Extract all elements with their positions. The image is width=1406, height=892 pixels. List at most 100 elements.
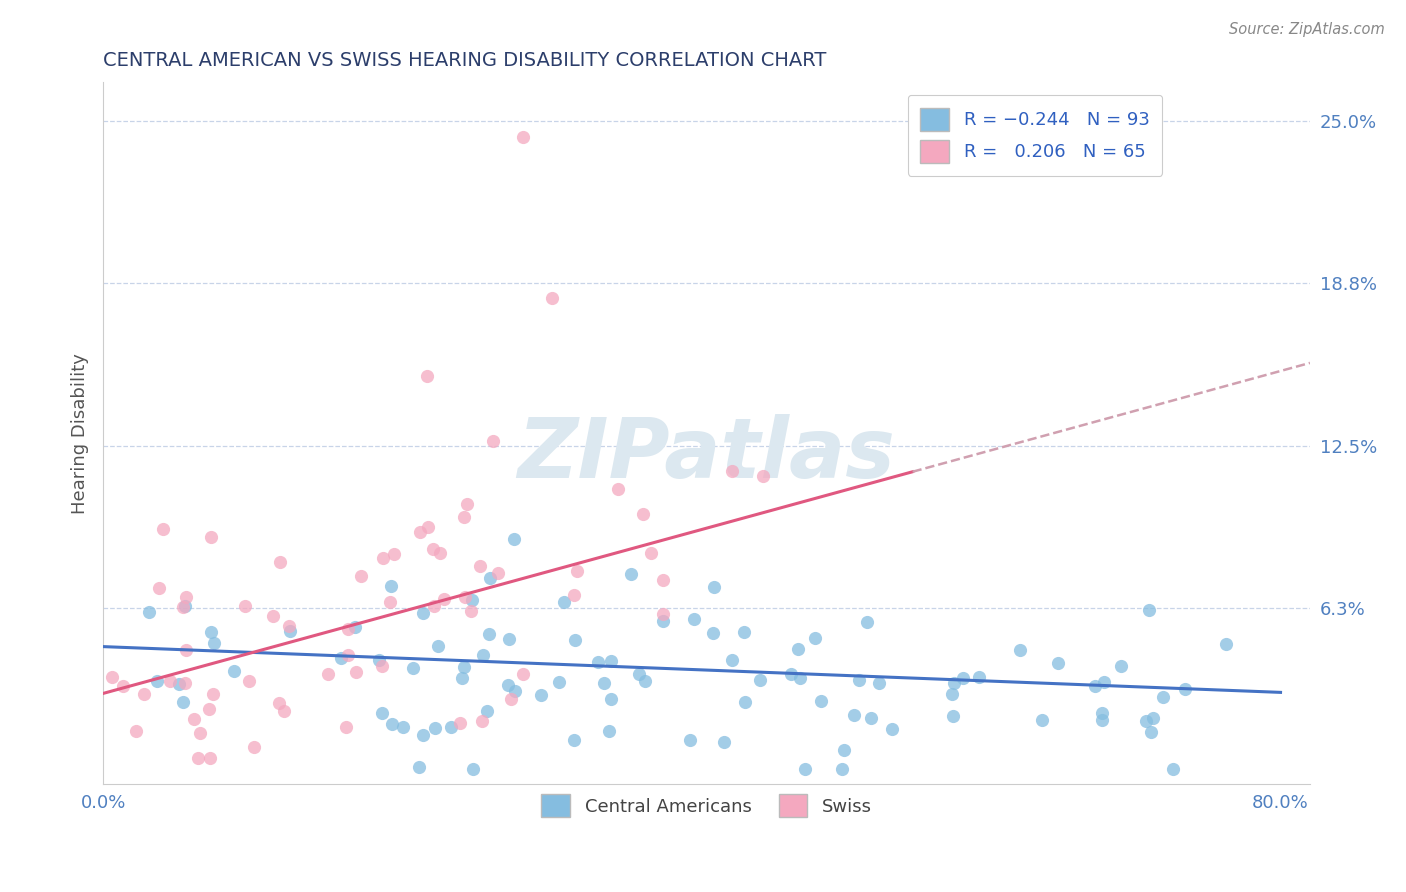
- Point: [269, 556, 291, 570]
- Point: [426, 639, 449, 653]
- Point: [1174, 682, 1197, 697]
- Point: [786, 642, 808, 657]
- Point: [942, 709, 965, 723]
- Point: [780, 667, 803, 681]
- Point: [631, 508, 654, 522]
- Point: [1152, 690, 1174, 705]
- Point: [335, 720, 357, 734]
- Point: [408, 759, 430, 773]
- Point: [628, 666, 651, 681]
- Point: [174, 590, 197, 604]
- Point: [1215, 637, 1237, 651]
- Point: [145, 673, 167, 688]
- Point: [470, 559, 492, 574]
- Point: [733, 624, 755, 639]
- Point: [593, 675, 616, 690]
- Point: [606, 482, 628, 496]
- Point: [848, 673, 870, 687]
- Point: [371, 551, 394, 566]
- Point: [172, 695, 194, 709]
- Text: CENTRAL AMERICAN VS SWISS HEARING DISABILITY CORRELATION CHART: CENTRAL AMERICAN VS SWISS HEARING DISABI…: [103, 51, 827, 70]
- Point: [202, 636, 225, 650]
- Point: [793, 762, 815, 776]
- Point: [1161, 762, 1184, 776]
- Point: [503, 532, 526, 546]
- Point: [188, 726, 211, 740]
- Point: [344, 620, 367, 634]
- Point: [378, 595, 401, 609]
- Point: [952, 671, 974, 685]
- Point: [1091, 713, 1114, 727]
- Point: [416, 369, 439, 384]
- Point: [350, 569, 373, 583]
- Point: [461, 592, 484, 607]
- Point: [233, 599, 256, 613]
- Point: [599, 654, 621, 668]
- Point: [496, 678, 519, 692]
- Point: [412, 728, 434, 742]
- Point: [100, 670, 122, 684]
- Point: [541, 291, 564, 305]
- Point: [172, 600, 194, 615]
- Point: [371, 658, 394, 673]
- Point: [174, 676, 197, 690]
- Point: [453, 591, 475, 605]
- Point: [943, 676, 966, 690]
- Point: [679, 733, 702, 747]
- Point: [267, 696, 290, 710]
- Point: [752, 468, 775, 483]
- Point: [453, 509, 475, 524]
- Point: [238, 673, 260, 688]
- Legend: Central Americans, Swiss: Central Americans, Swiss: [534, 787, 879, 824]
- Point: [152, 522, 174, 536]
- Point: [381, 717, 404, 731]
- Point: [460, 604, 482, 618]
- Point: [440, 720, 463, 734]
- Text: ZIPatlas: ZIPatlas: [517, 414, 896, 495]
- Point: [402, 661, 425, 675]
- Point: [174, 643, 197, 657]
- Point: [860, 711, 883, 725]
- Point: [620, 567, 643, 582]
- Point: [564, 733, 586, 747]
- Point: [408, 525, 430, 540]
- Point: [423, 599, 446, 614]
- Point: [337, 648, 360, 663]
- Point: [856, 615, 879, 629]
- Point: [720, 464, 742, 478]
- Point: [456, 497, 478, 511]
- Point: [277, 619, 299, 633]
- Point: [451, 671, 474, 685]
- Point: [380, 579, 402, 593]
- Point: [548, 675, 571, 690]
- Point: [159, 673, 181, 688]
- Point: [721, 653, 744, 667]
- Point: [449, 716, 471, 731]
- Point: [429, 546, 451, 560]
- Point: [316, 667, 339, 681]
- Point: [262, 608, 284, 623]
- Point: [683, 612, 706, 626]
- Point: [1008, 643, 1031, 657]
- Point: [368, 653, 391, 667]
- Point: [634, 674, 657, 689]
- Point: [941, 687, 963, 701]
- Point: [880, 723, 903, 737]
- Point: [471, 648, 494, 662]
- Point: [138, 605, 160, 619]
- Point: [330, 651, 353, 665]
- Point: [553, 595, 575, 609]
- Y-axis label: Hearing Disability: Hearing Disability: [72, 353, 89, 514]
- Point: [470, 714, 492, 729]
- Point: [789, 671, 811, 685]
- Point: [418, 520, 440, 534]
- Point: [810, 694, 832, 708]
- Point: [200, 624, 222, 639]
- Point: [384, 547, 406, 561]
- Point: [1091, 706, 1114, 720]
- Point: [499, 692, 522, 706]
- Point: [482, 434, 505, 449]
- Point: [832, 743, 855, 757]
- Point: [198, 751, 221, 765]
- Point: [125, 724, 148, 739]
